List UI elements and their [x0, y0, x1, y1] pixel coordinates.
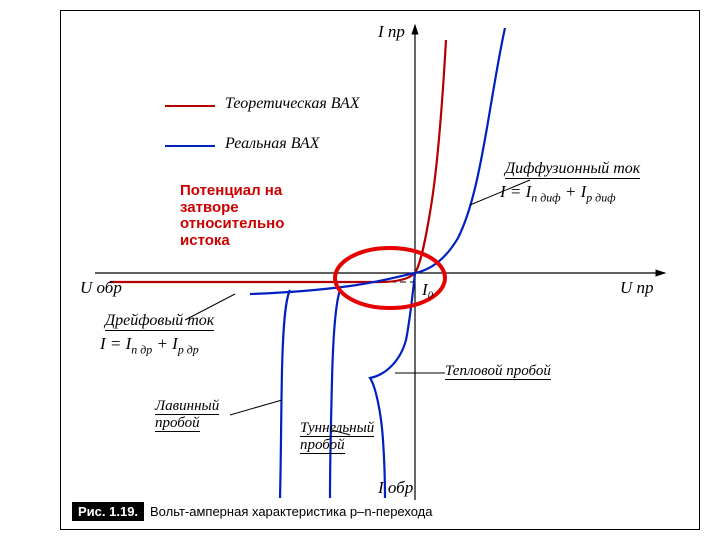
legend-text-real: Реальная ВАХ: [225, 135, 319, 153]
legend-text-theoretical: Теоретическая ВАХ: [225, 95, 360, 113]
curve-avalanche: [280, 290, 290, 498]
ptr-avalanche: [230, 400, 282, 415]
axis-label-iobr: I обр: [378, 478, 413, 498]
label-diffusion-eq: I = In диф + Ip диф: [500, 182, 616, 205]
highlight-annotation-text: Потенциал назатвореотносительноистока: [180, 183, 284, 249]
legend-line-real: [165, 145, 215, 147]
legend-line-theoretical: [165, 105, 215, 107]
axis-label-upr: U пр: [620, 278, 654, 298]
diagram-svg: [0, 0, 720, 540]
curve-real-forward: [415, 28, 505, 273]
label-thermal: Тепловой пробой: [445, 363, 551, 380]
label-tunnel: Туннельный пробой: [300, 420, 374, 453]
curve-real-reverse: [250, 273, 415, 294]
label-drift-title: Дрейфовый ток: [105, 312, 214, 330]
axis-label-ipr: I пр: [378, 22, 405, 42]
curve-tunnel: [330, 290, 340, 498]
caption-number: Рис. 1.19.: [72, 502, 144, 521]
caption-text: Вольт-амперная характеристика p–n-перехо…: [150, 504, 432, 519]
axis-label-uobr: U обр: [80, 278, 122, 298]
label-drift-eq: I = In др + Ip др: [100, 334, 199, 357]
axis-label-i0: I₀: [422, 280, 434, 300]
label-diffusion-title: Диффузионный ток: [505, 160, 640, 178]
label-avalanche: Лавинный пробой: [155, 398, 219, 431]
